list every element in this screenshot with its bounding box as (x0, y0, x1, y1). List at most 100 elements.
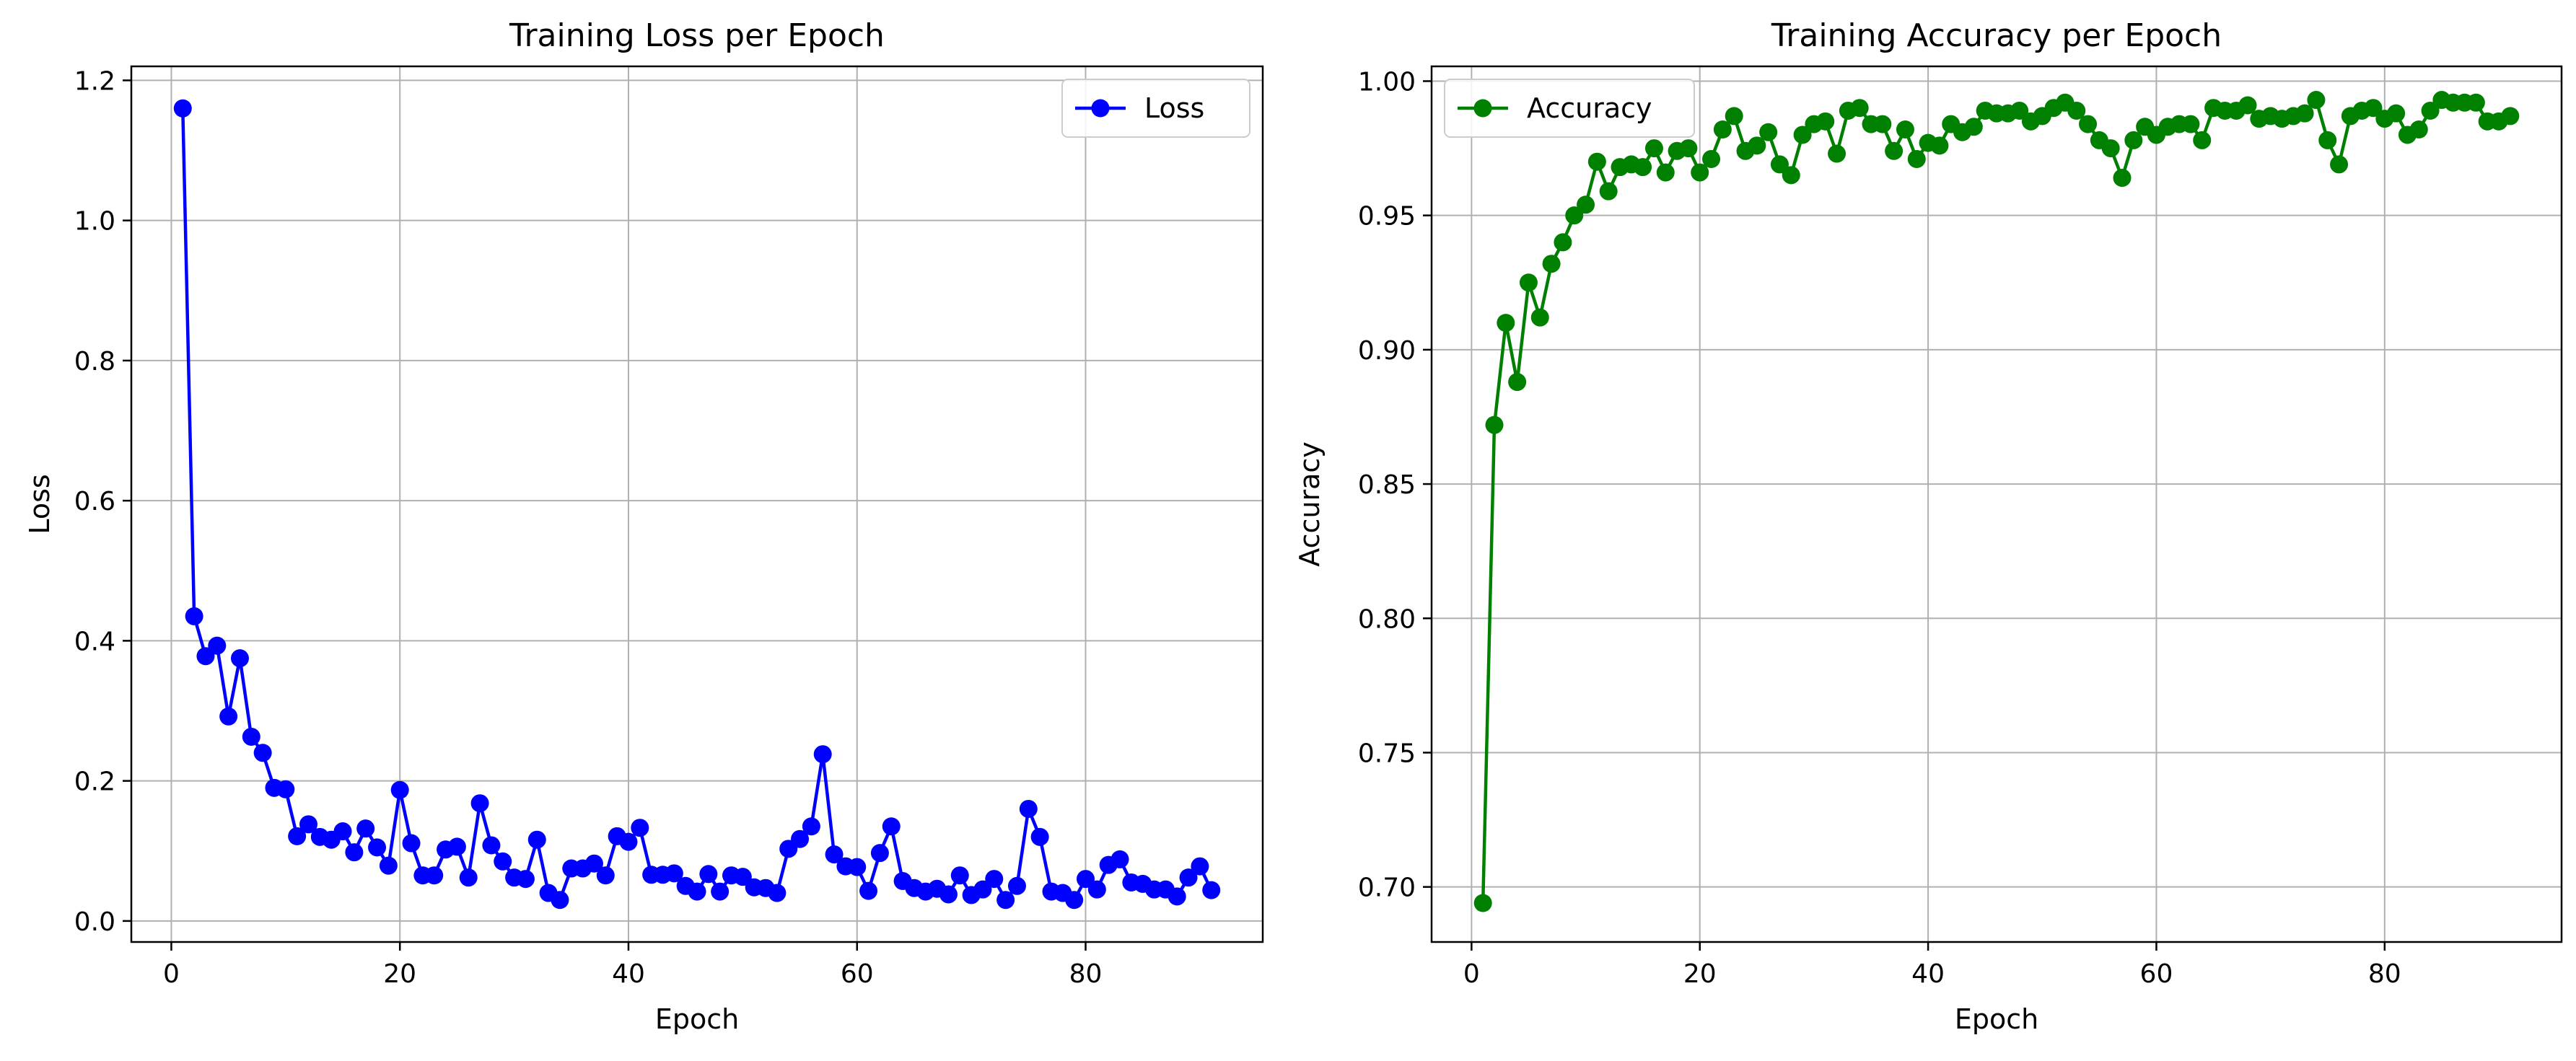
accuracy-data-point (1530, 308, 1549, 327)
loss-data-point (1007, 876, 1026, 895)
accuracy-data-point (1793, 126, 1812, 144)
accuracy-y-axis-label: Accuracy (1294, 441, 1326, 567)
loss-data-point (1179, 868, 1198, 887)
loss-data-point (390, 780, 409, 799)
loss-data-point (356, 819, 375, 838)
accuracy-data-point (2364, 99, 2383, 118)
loss-chart-title: Training Loss per Epoch (509, 17, 885, 54)
accuracy-data-point (1725, 107, 1743, 126)
loss-series (173, 99, 1221, 910)
accuracy-data-point (1713, 120, 1732, 139)
loss-y-tick-label: 0.2 (74, 767, 115, 797)
loss-data-point (1167, 887, 1186, 906)
loss-data-point (379, 856, 398, 875)
loss-data-point (1202, 881, 1221, 899)
loss-data-point (1030, 827, 1049, 846)
loss-plot-frame (130, 65, 1264, 943)
loss-data-point (733, 868, 752, 886)
accuracy-data-point (1519, 273, 1538, 292)
accuracy-data-point (1577, 195, 1595, 214)
loss-data-point (791, 829, 810, 848)
accuracy-data-point (2113, 169, 2132, 188)
accuracy-data-point (1554, 233, 1572, 252)
loss-data-point (768, 884, 787, 902)
loss-data-point (825, 845, 844, 864)
loss-y-tick-label: 0.6 (74, 487, 115, 516)
loss-x-tick-label: 80 (1069, 959, 1103, 989)
loss-data-point (551, 891, 569, 910)
loss-data-point (425, 866, 444, 885)
loss-data-point (1191, 857, 1209, 876)
accuracy-x-tick-label: 60 (2140, 959, 2173, 989)
loss-data-point (882, 817, 901, 836)
accuracy-x-tick-label: 20 (1683, 959, 1717, 989)
loss-y-axis-label: Loss (24, 474, 56, 534)
accuracy-data-point (1485, 415, 1504, 434)
accuracy-data-point (2387, 104, 2406, 123)
loss-data-point (470, 794, 489, 813)
loss-data-point (973, 880, 992, 899)
accuracy-data-point (2181, 115, 2200, 133)
accuracy-data-point (1599, 182, 1618, 201)
loss-data-point (447, 837, 466, 856)
loss-data-point (813, 745, 832, 764)
loss-y-tick-label: 0.8 (74, 347, 115, 377)
loss-data-point (584, 854, 603, 873)
accuracy-data-point (2318, 131, 2337, 149)
loss-x-tick-label: 60 (841, 959, 874, 989)
loss-data-point (459, 868, 478, 887)
loss-chart-panel: 0 20 40 60 80 0.0 0.2 0.4 0.6 0.8 1.0 1.2 Training L… (24, 17, 1264, 1035)
accuracy-data-point (2101, 139, 2120, 158)
loss-x-tick-label: 20 (383, 959, 416, 989)
loss-data-point (333, 822, 352, 841)
loss-data-point (1077, 870, 1095, 889)
accuracy-data-point (2067, 101, 2086, 120)
loss-data-point (1110, 850, 1129, 868)
loss-data-point (859, 881, 878, 900)
loss-data-point (173, 99, 192, 118)
accuracy-data-point (1964, 118, 1983, 136)
loss-data-point (219, 707, 238, 726)
accuracy-data-point (1497, 314, 1515, 333)
accuracy-data-point (1587, 152, 1606, 171)
loss-data-point (665, 864, 683, 883)
loss-data-point (299, 815, 317, 834)
accuracy-y-tick-label: 0.80 (1358, 604, 1416, 634)
accuracy-grid (1432, 66, 2562, 942)
accuracy-y-tick-label: 1.00 (1358, 67, 1416, 97)
loss-legend: Loss (1061, 79, 1250, 138)
loss-data-point (288, 827, 307, 845)
loss-x-tick-label: 0 (163, 959, 180, 989)
loss-data-point (230, 649, 249, 668)
accuracy-data-point (2238, 96, 2257, 115)
accuracy-data-point (1782, 166, 1800, 185)
loss-data-point (196, 647, 215, 666)
accuracy-series (1473, 91, 2520, 912)
accuracy-chart-title: Training Accuracy per Epoch (1771, 17, 2222, 54)
accuracy-data-point (2330, 155, 2349, 174)
accuracy-legend-marker (1473, 99, 1492, 118)
accuracy-data-point (1828, 144, 1846, 163)
accuracy-y-tick-label: 0.70 (1358, 873, 1416, 903)
loss-data-point (1087, 880, 1106, 899)
loss-legend-marker (1091, 99, 1110, 118)
loss-data-point (1065, 891, 1084, 910)
loss-data-point (631, 819, 649, 837)
accuracy-data-point (1473, 894, 1492, 912)
accuracy-y-tick-label: 0.95 (1358, 202, 1416, 232)
accuracy-plot-frame (1430, 65, 2563, 943)
accuracy-data-point (2501, 107, 2520, 126)
loss-data-point (185, 607, 203, 625)
accuracy-data-point (1816, 112, 1835, 131)
loss-y-tick-label: 1.0 (74, 207, 115, 237)
accuracy-data-point (2193, 131, 2212, 149)
accuracy-x-axis-label: Epoch (1955, 1003, 2038, 1035)
loss-data-point (516, 870, 535, 889)
accuracy-data-point (1748, 136, 1766, 155)
loss-data-point (619, 832, 638, 851)
loss-data-point (242, 727, 260, 746)
accuracy-data-point (2421, 101, 2440, 120)
accuracy-y-tick-label: 0.75 (1358, 739, 1416, 768)
accuracy-data-point (2010, 101, 2029, 120)
